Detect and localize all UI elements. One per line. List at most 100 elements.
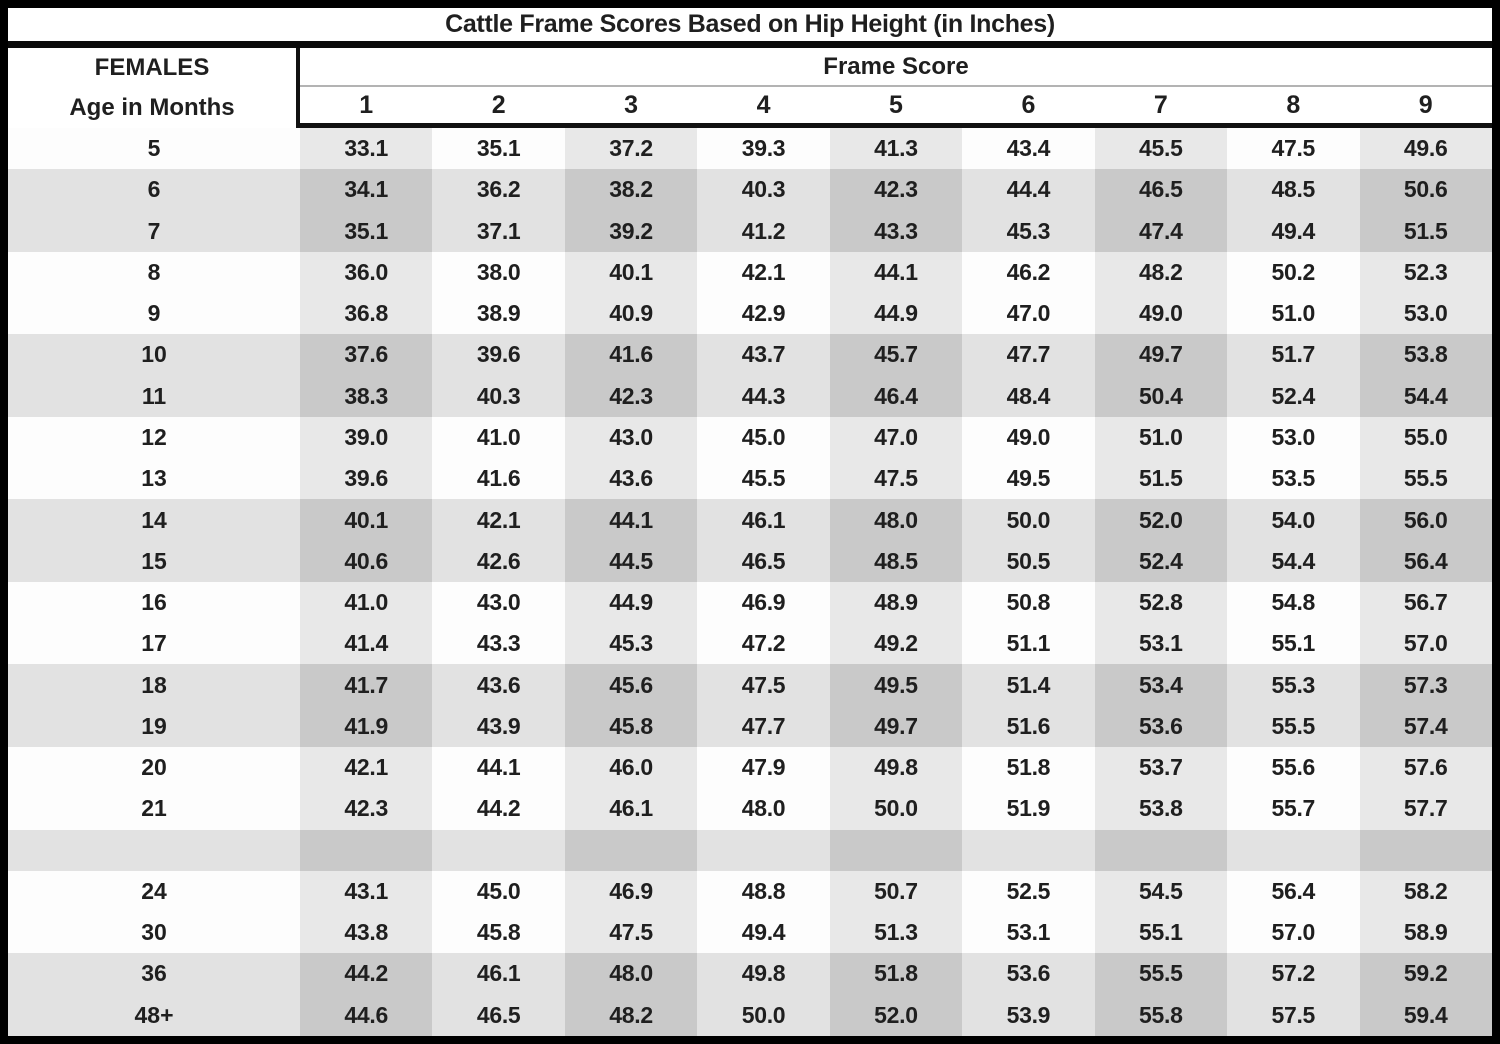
hip-height-cell: 43.6 xyxy=(432,664,565,706)
hip-height-cell: 57.6 xyxy=(1359,746,1492,789)
hip-height-cell: 41.0 xyxy=(300,581,433,624)
hip-height-cell: 56.0 xyxy=(1359,499,1492,541)
hip-height-cell: 50.8 xyxy=(962,581,1095,624)
hip-height-cell: 51.0 xyxy=(1227,293,1360,335)
hip-height-cell: 42.6 xyxy=(432,540,565,582)
column-header: 2 xyxy=(491,90,506,119)
table-row xyxy=(8,829,1492,871)
table-row: 13 39.6 41.6 43.6 45.5 47.5 49.5 51.5 53.5 55.5 xyxy=(8,458,1492,500)
hip-height-cell: 52.4 xyxy=(1094,540,1228,582)
hip-height-cell: 55.7 xyxy=(1227,788,1360,830)
hip-height-cell: 50.5 xyxy=(962,540,1095,582)
hip-height-cell: 44.3 xyxy=(697,375,830,417)
hip-height-cell: 43.3 xyxy=(829,210,963,252)
hip-height-cell: 49.8 xyxy=(829,746,963,789)
hip-height-cell: 44.4 xyxy=(962,169,1095,211)
table-row: 6 34.1 36.2 38.2 40.3 42.3 44.4 46.5 48.5 50.6 xyxy=(8,169,1492,211)
hip-height-cell: 47.0 xyxy=(962,293,1095,335)
hip-height-cell xyxy=(962,829,1095,871)
hip-height-cell: 40.3 xyxy=(697,169,830,211)
hip-height-cell: 53.7 xyxy=(1094,746,1228,789)
hip-height-cell: 46.5 xyxy=(432,994,565,1036)
hip-height-cell: 50.0 xyxy=(829,788,963,830)
hip-height-cell: 47.2 xyxy=(697,623,830,665)
table-row: 30 43.8 45.8 47.5 49.4 51.3 53.1 55.1 57.0 58.9 xyxy=(8,912,1492,954)
hip-height-cell: 52.4 xyxy=(1227,375,1360,417)
hip-height-cell: 58.2 xyxy=(1359,870,1492,913)
hip-height-cell: 47.5 xyxy=(829,458,963,500)
hip-height-cell: 53.6 xyxy=(962,953,1095,995)
hip-height-cell: 50.6 xyxy=(1359,169,1492,211)
hip-height-cell: 53.1 xyxy=(1094,623,1228,665)
hip-height-cell: 59.4 xyxy=(1359,994,1492,1036)
hip-height-cell: 56.4 xyxy=(1359,540,1492,582)
hip-height-cell: 57.3 xyxy=(1359,664,1492,706)
row-age-label: 6 xyxy=(8,169,300,211)
hip-height-cell: 33.1 xyxy=(300,128,433,170)
row-age-label: 12 xyxy=(8,416,300,459)
hip-height-cell: 46.5 xyxy=(697,540,830,582)
row-age-label: 11 xyxy=(8,375,300,417)
hip-height-cell: 43.0 xyxy=(432,581,565,624)
hip-height-cell: 45.6 xyxy=(564,664,698,706)
row-age-label xyxy=(8,829,300,871)
hip-height-cell: 37.1 xyxy=(432,210,565,252)
table-row: 19 41.9 43.9 45.8 47.7 49.7 51.6 53.6 55.5 57.4 xyxy=(8,705,1492,747)
hip-height-cell: 46.5 xyxy=(1094,169,1228,211)
hip-height-cell: 49.0 xyxy=(1094,293,1228,335)
hip-height-cell: 43.0 xyxy=(564,416,698,459)
title-divider xyxy=(8,41,1492,48)
table-row: 9 36.8 38.9 40.9 42.9 44.9 47.0 49.0 51.0 53.0 xyxy=(8,293,1492,335)
hip-height-cell: 56.7 xyxy=(1359,581,1492,624)
hip-height-cell xyxy=(432,829,565,871)
hip-height-cell: 47.5 xyxy=(1227,128,1360,170)
hip-height-cell: 49.4 xyxy=(697,912,830,954)
hip-height-cell: 46.9 xyxy=(564,870,698,913)
hip-height-cell: 48.5 xyxy=(829,540,963,582)
hip-height-cell: 51.5 xyxy=(1094,458,1228,500)
hip-height-cell: 51.6 xyxy=(962,705,1095,747)
hip-height-cell: 45.5 xyxy=(1094,128,1228,170)
table-row: 17 41.4 43.3 45.3 47.2 49.2 51.1 53.1 55.1 57.0 xyxy=(8,623,1492,665)
hip-height-cell: 57.5 xyxy=(1227,994,1360,1036)
hip-height-cell: 46.1 xyxy=(697,499,830,541)
hip-height-cell: 48.0 xyxy=(829,499,963,541)
hip-height-cell: 47.7 xyxy=(962,334,1095,376)
table-row: 8 36.0 38.0 40.1 42.1 44.1 46.2 48.2 50.2 52.3 xyxy=(8,251,1492,294)
hip-height-cell: 45.8 xyxy=(564,705,698,747)
row-header-subtitle: Age in Months xyxy=(69,94,235,121)
hip-height-cell: 45.0 xyxy=(697,416,830,459)
row-age-label: 21 xyxy=(8,788,300,830)
hip-height-cell: 55.1 xyxy=(1094,912,1228,954)
hip-height-cell: 44.1 xyxy=(829,251,963,294)
hip-height-cell: 37.2 xyxy=(564,128,698,170)
hip-height-cell: 45.0 xyxy=(432,870,565,913)
hip-height-cell: 49.4 xyxy=(1227,210,1360,252)
row-age-label: 17 xyxy=(8,623,300,665)
hip-height-cell: 51.9 xyxy=(962,788,1095,830)
hip-height-cell: 38.3 xyxy=(300,375,433,417)
hip-height-cell: 42.3 xyxy=(300,788,433,830)
hip-height-cell: 47.9 xyxy=(697,746,830,789)
hip-height-cell: 57.0 xyxy=(1359,623,1492,665)
hip-height-cell: 55.1 xyxy=(1227,623,1360,665)
row-age-label: 36 xyxy=(8,953,300,995)
hip-height-cell: 46.9 xyxy=(697,581,830,624)
hip-height-cell: 54.4 xyxy=(1227,540,1360,582)
row-age-label: 9 xyxy=(8,293,300,335)
table-row: 16 41.0 43.0 44.9 46.9 48.9 50.8 52.8 54.8 56.7 xyxy=(8,581,1492,624)
hip-height-cell: 51.8 xyxy=(829,953,963,995)
row-age-label: 30 xyxy=(8,912,300,954)
hip-height-cell: 36.8 xyxy=(300,293,433,335)
hip-height-cell: 46.1 xyxy=(564,788,698,830)
hip-height-cell: 47.0 xyxy=(829,416,963,459)
table-header: FEMALES Age in Months Frame Score 1 2 3 4 5 6… xyxy=(8,48,1492,128)
hip-height-cell: 40.3 xyxy=(432,375,565,417)
hip-height-cell: 36.0 xyxy=(300,251,433,294)
hip-height-cell: 58.9 xyxy=(1359,912,1492,954)
hip-height-cell: 41.7 xyxy=(300,664,433,706)
hip-height-cell: 37.6 xyxy=(300,334,433,376)
hip-height-cell: 54.5 xyxy=(1094,870,1228,913)
hip-height-cell xyxy=(564,829,698,871)
hip-height-cell: 49.2 xyxy=(829,623,963,665)
